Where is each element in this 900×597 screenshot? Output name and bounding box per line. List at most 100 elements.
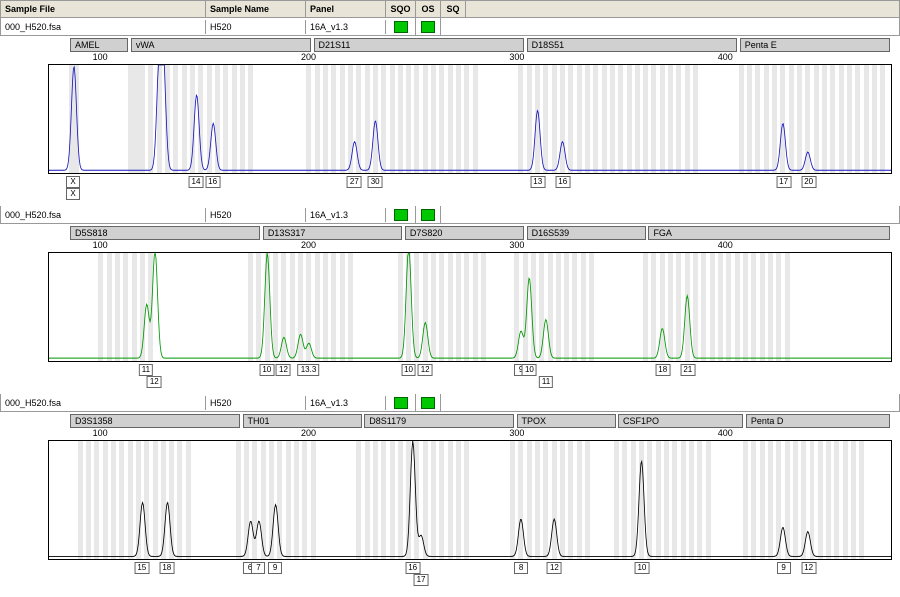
- x-tick: 200: [301, 52, 316, 62]
- sample-info-row: 000_H520.fsaH52016A_v1.3: [0, 394, 900, 412]
- sample-name-value: H520: [206, 208, 306, 222]
- allele-call[interactable]: 11: [139, 364, 153, 376]
- marker-row: D3S1358TH01D8S1179TPOXCSF1POPenta D: [0, 412, 900, 428]
- electropherogram-panel-green: 000_H520.fsaH52016A_v1.3D5S818D13S317D7S…: [0, 206, 900, 390]
- allele-call[interactable]: 10: [401, 364, 416, 376]
- allele-call[interactable]: X: [66, 176, 80, 188]
- x-tick: 200: [301, 428, 316, 438]
- x-tick: 400: [718, 52, 733, 62]
- marker-label[interactable]: D5S818: [70, 226, 260, 240]
- allele-call[interactable]: 10: [634, 562, 649, 574]
- allele-call[interactable]: 16: [205, 176, 220, 188]
- allele-call[interactable]: 30: [368, 176, 383, 188]
- status-ok-icon: [394, 397, 408, 409]
- trace-line: [49, 65, 891, 173]
- sq-indicator: [441, 206, 466, 223]
- marker-label[interactable]: vWA: [131, 38, 311, 52]
- electropherogram-plot[interactable]: 1000200030004000: [48, 64, 892, 174]
- chart-container: 1002003004001000200030001112101213.31012…: [48, 240, 892, 390]
- sqo-indicator: [386, 206, 416, 223]
- allele-call-row: 1518679161781210912: [48, 562, 892, 588]
- sqo-indicator: [386, 394, 416, 411]
- chart-container: 1002003004001000200030004000XX1416273013…: [48, 52, 892, 202]
- marker-row: AMELvWAD21S11D18S51Penta E: [0, 36, 900, 52]
- os-indicator: [416, 394, 441, 411]
- x-tick: 100: [93, 52, 108, 62]
- status-ok-icon: [421, 209, 435, 221]
- allele-call-row: XX1416273013161720: [48, 176, 892, 202]
- status-ok-icon: [421, 397, 435, 409]
- marker-label[interactable]: TPOX: [517, 414, 616, 428]
- header-panel: Panel: [306, 1, 386, 17]
- allele-call[interactable]: 12: [276, 364, 291, 376]
- allele-call[interactable]: 12: [801, 562, 816, 574]
- allele-call[interactable]: 12: [418, 364, 433, 376]
- marker-label[interactable]: D16S539: [527, 226, 646, 240]
- table-header: Sample File Sample Name Panel SQO OS SQ: [0, 0, 900, 18]
- allele-call[interactable]: X: [66, 188, 80, 200]
- header-sqo: SQO: [386, 1, 416, 17]
- x-tick: 200: [301, 240, 316, 250]
- allele-call[interactable]: 18: [159, 562, 174, 574]
- panel-value: 16A_v1.3: [306, 20, 386, 34]
- allele-call[interactable]: 20: [801, 176, 816, 188]
- marker-label[interactable]: TH01: [243, 414, 362, 428]
- trace-line: [49, 253, 891, 361]
- x-tick: 300: [509, 428, 524, 438]
- x-tick: 100: [93, 240, 108, 250]
- marker-label[interactable]: FGA: [648, 226, 889, 240]
- allele-call[interactable]: 14: [189, 176, 204, 188]
- allele-call[interactable]: 10: [259, 364, 274, 376]
- allele-call[interactable]: 9: [268, 562, 282, 574]
- status-ok-icon: [394, 21, 408, 33]
- x-tick: 400: [718, 428, 733, 438]
- sqo-indicator: [386, 18, 416, 35]
- header-sq: SQ: [441, 1, 466, 17]
- marker-label[interactable]: AMEL: [70, 38, 128, 52]
- allele-call[interactable]: 9: [777, 562, 791, 574]
- x-tick: 300: [509, 240, 524, 250]
- header-os: OS: [416, 1, 441, 17]
- electropherogram-plot[interactable]: 100020003000: [48, 252, 892, 362]
- allele-call[interactable]: 10: [522, 364, 537, 376]
- allele-call[interactable]: 17: [414, 574, 429, 586]
- marker-label[interactable]: Penta E: [740, 38, 890, 52]
- sq-indicator: [441, 18, 466, 35]
- chart-container: 1002003004001000200030004000500015186791…: [48, 428, 892, 588]
- marker-label[interactable]: D13S317: [263, 226, 403, 240]
- marker-label[interactable]: D21S11: [314, 38, 525, 52]
- marker-label[interactable]: D18S51: [527, 38, 738, 52]
- marker-label[interactable]: D3S1358: [70, 414, 240, 428]
- allele-call[interactable]: 16: [555, 176, 570, 188]
- allele-call[interactable]: 21: [680, 364, 695, 376]
- electropherogram-panel-blue: 000_H520.fsaH52016A_v1.3AMELvWAD21S11D18…: [0, 18, 900, 202]
- marker-label[interactable]: D7S820: [405, 226, 524, 240]
- x-tick: 100: [93, 428, 108, 438]
- allele-call[interactable]: 11: [539, 376, 553, 388]
- header-sample-file: Sample File: [1, 1, 206, 17]
- allele-call[interactable]: 16: [405, 562, 420, 574]
- allele-call[interactable]: 13.3: [298, 364, 320, 376]
- allele-call[interactable]: 15: [134, 562, 149, 574]
- allele-call[interactable]: 12: [147, 376, 162, 388]
- allele-call[interactable]: 18: [655, 364, 670, 376]
- marker-label[interactable]: Penta D: [746, 414, 890, 428]
- sample-file-value: 000_H520.fsa: [1, 208, 206, 222]
- allele-call[interactable]: 12: [547, 562, 562, 574]
- allele-call[interactable]: 13: [530, 176, 545, 188]
- os-indicator: [416, 18, 441, 35]
- allele-call[interactable]: 8: [514, 562, 528, 574]
- allele-call[interactable]: 27: [347, 176, 362, 188]
- panel-value: 16A_v1.3: [306, 396, 386, 410]
- status-ok-icon: [394, 209, 408, 221]
- allele-call[interactable]: 17: [776, 176, 791, 188]
- electropherogram-plot[interactable]: 10002000300040005000: [48, 440, 892, 560]
- marker-label[interactable]: D8S1179: [364, 414, 514, 428]
- sample-name-value: H520: [206, 20, 306, 34]
- status-ok-icon: [421, 21, 435, 33]
- header-sample-name: Sample Name: [206, 1, 306, 17]
- marker-label[interactable]: CSF1PO: [618, 414, 743, 428]
- os-indicator: [416, 206, 441, 223]
- sample-name-value: H520: [206, 396, 306, 410]
- allele-call[interactable]: 7: [251, 562, 265, 574]
